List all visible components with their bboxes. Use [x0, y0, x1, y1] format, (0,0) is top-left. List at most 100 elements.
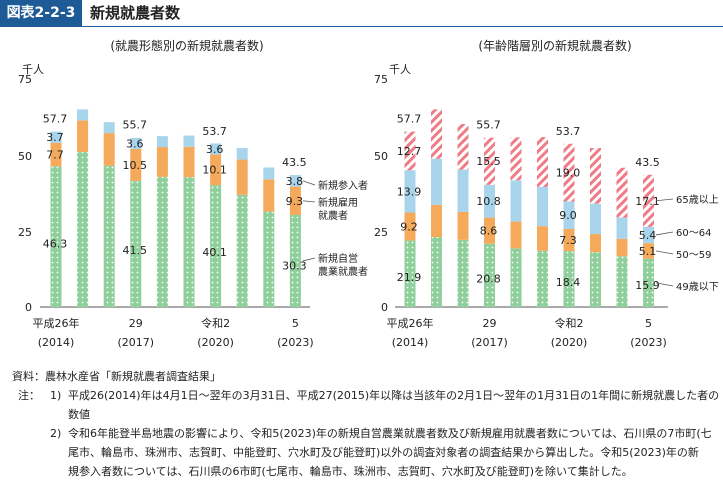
y-axis-unit: 千人 [389, 63, 411, 76]
legend-label: 就農者 [318, 209, 348, 222]
bar-segment [563, 228, 575, 252]
x-tick-label: 令和2 [555, 316, 584, 330]
x-tick-label: 5 [292, 317, 299, 330]
legend-label: 60～64 [676, 228, 711, 239]
bar-segment [289, 175, 301, 187]
value-label: 3.6 [126, 137, 144, 150]
bar-segment [236, 194, 248, 307]
y-axis-unit: 千人 [22, 63, 44, 76]
bar-stack-2021 [236, 148, 248, 307]
y-tick-label: 50 [18, 150, 32, 163]
x-tick-sublabel: (2014) [38, 336, 75, 349]
bar-segment [431, 204, 442, 238]
note-row: 注： 1) 平成26(2014)年は4月1日～翌年の3月31日、平成27(201… [0, 386, 723, 405]
note-row: 数値 [0, 405, 723, 424]
bar-segment [484, 243, 495, 307]
bar-segment [77, 109, 89, 121]
figure-header: 図表2-2-3 新規就農者数 [0, 0, 723, 27]
total-label: 57.7 [397, 113, 422, 126]
value-label: 17.1 [635, 195, 660, 208]
note-row: 2) 令和6年能登半島地震の影響により、令和5(2023)年の新規自営農業就農者… [0, 424, 723, 443]
bar-segment [457, 239, 469, 307]
note-text-line: 平成26(2014)年は4月1日～翌年の3月31日、平成27(2015)年以降は… [68, 389, 720, 402]
chart-title: (就農形態別の新規就農者数) [110, 38, 263, 53]
bar-segment [156, 147, 168, 177]
bar-segment [404, 170, 416, 213]
bar-segment [616, 238, 628, 257]
bar-stack-2015 [431, 109, 442, 307]
bar-segment [156, 136, 168, 148]
header-rule [0, 26, 723, 27]
bar-stack-2016 [457, 123, 469, 307]
value-label: 8.6 [480, 225, 498, 238]
legend-label: 新規自営 [318, 252, 358, 265]
bar-segment [50, 131, 62, 143]
bar-segment [236, 148, 248, 160]
bar-segment [510, 137, 522, 181]
bar-segment [590, 252, 601, 307]
bar-stack-2017 [484, 137, 495, 307]
legend-leader-line [655, 198, 674, 202]
bar-stack-2023 [289, 175, 301, 307]
total-label: 53.7 [556, 125, 581, 138]
x-tick-label: 29 [129, 317, 143, 330]
value-label: 18.4 [556, 276, 581, 289]
bar-segment [590, 203, 601, 235]
bar-segment [236, 159, 248, 195]
value-label: 40.1 [202, 246, 227, 259]
bar-stack-2018 [510, 137, 522, 307]
bar-stack-2018 [156, 136, 168, 307]
bar-segment [50, 142, 62, 167]
value-label: 12.7 [397, 145, 422, 158]
x-tick-sublabel: (2017) [471, 336, 508, 349]
legend-label: 49歳以下 [676, 281, 719, 293]
bar-segment [431, 237, 442, 307]
bar-segment [130, 180, 142, 307]
bar-segment [263, 167, 275, 180]
bar-segment [643, 226, 654, 244]
chart-title: (年齢階層別の新規就農者数) [478, 38, 631, 53]
x-tick-label: 5 [645, 317, 652, 330]
bar-segment [431, 109, 442, 159]
y-tick-label: 0 [25, 301, 32, 314]
note-text-line: 尾市、輪島市、珠洲市、志賀町、中能登町、穴水町及び能登町)以外の調査対象者の調査… [68, 446, 699, 459]
bar-segment [590, 234, 601, 253]
value-label: 19.0 [556, 167, 581, 180]
bar-stack-2019 [537, 137, 548, 307]
value-label: 15.9 [635, 279, 660, 292]
bar-segment [77, 151, 89, 307]
bar-stack-2017 [130, 137, 142, 307]
x-tick-sublabel: (2020) [551, 336, 588, 349]
bar-segment [510, 180, 522, 222]
bar-stack-2022 [616, 167, 628, 307]
bar-segment [484, 184, 495, 218]
note-text-line: 令和6年能登半島地震の影響により、令和5(2023)年の新規自営農業就農者数及び… [68, 427, 712, 440]
y-tick-label: 0 [381, 301, 388, 314]
bar-segment [590, 148, 601, 204]
bar-stack-2023 [643, 174, 654, 307]
value-label: 10.8 [476, 195, 501, 208]
legend-leader-line [302, 257, 316, 262]
bar-segment [289, 214, 301, 307]
legend-leader-line [302, 180, 316, 186]
bar-segment [210, 154, 222, 186]
bar-segment [77, 120, 89, 152]
bar-segment [616, 217, 628, 239]
note-number: 1) [50, 389, 62, 402]
bar-segment [183, 146, 195, 178]
figure-title: 新規就農者数 [90, 4, 181, 22]
bar-stack-2014 [50, 131, 62, 307]
y-tick-label: 75 [374, 73, 388, 86]
note-text-line: 数値 [68, 408, 90, 421]
total-label: 57.7 [43, 113, 68, 126]
value-label: 30.3 [282, 260, 307, 273]
chart-by-age-group: (年齢階層別の新規就農者数)千人025507521.99.213.912.757… [374, 38, 719, 349]
value-label: 21.9 [397, 271, 422, 284]
value-label: 3.7 [46, 131, 64, 144]
note-text-line: 規参入者数については、石川県の6市町(七尾市、輪島市、珠洲市、志賀町、穴水町及び… [68, 465, 633, 478]
x-tick-sublabel: (2020) [197, 336, 234, 349]
bar-segment [484, 137, 495, 185]
x-tick-sublabel: (2023) [277, 336, 314, 349]
bar-stack-2016 [103, 122, 115, 307]
bar-segment [156, 176, 168, 307]
